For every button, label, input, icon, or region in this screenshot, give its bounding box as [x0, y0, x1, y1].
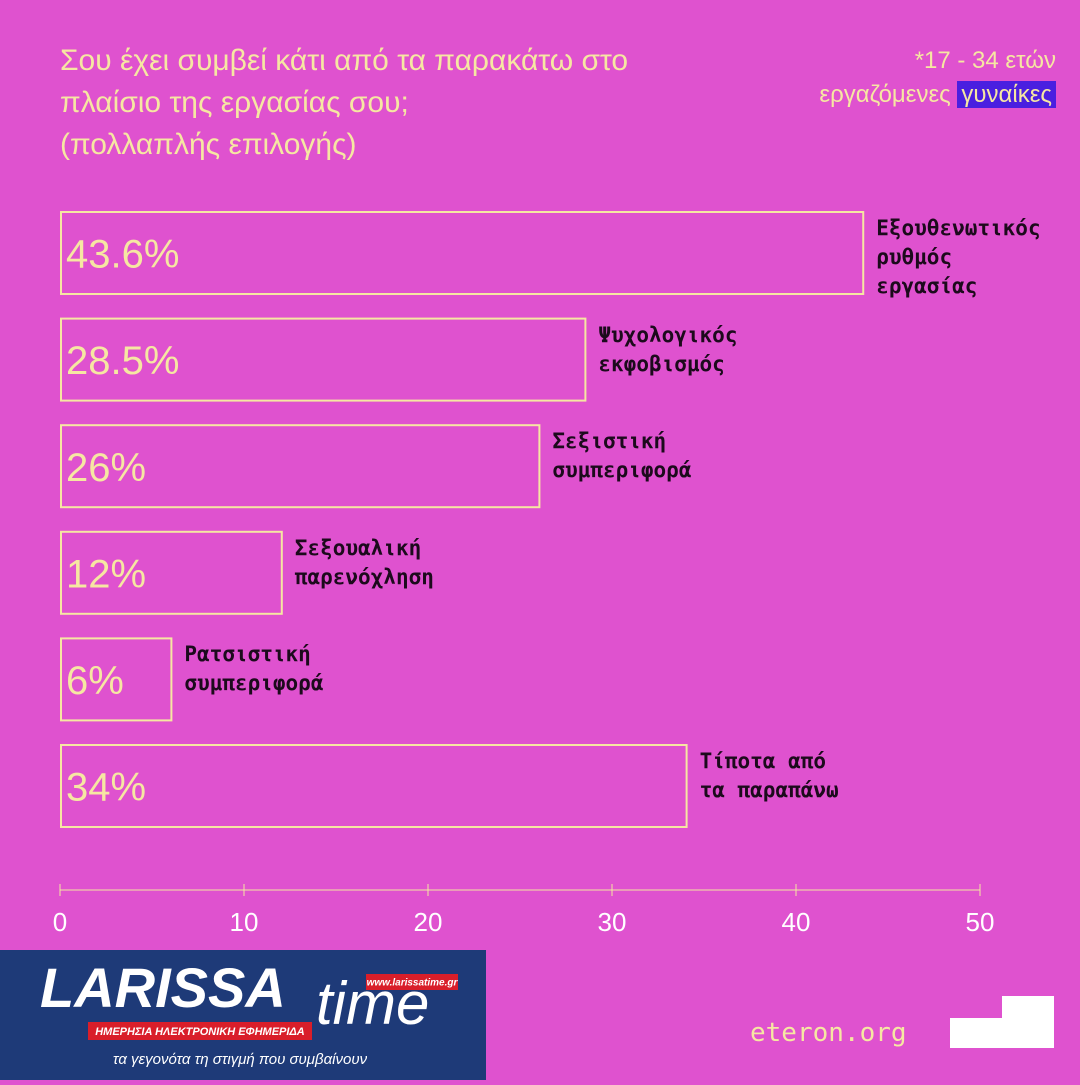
x-tick-label: 20	[414, 907, 443, 937]
note: *17 - 34 ετών εργαζόμενες γυναίκες	[819, 44, 1056, 112]
source: eteron.org	[750, 1018, 907, 1048]
bar	[60, 424, 541, 509]
value-label: 34%	[66, 766, 146, 810]
logo-url-bg	[366, 974, 458, 990]
category-label: Τίποτα από τα παραπάνω	[699, 749, 839, 802]
logo-art: LARISSA time www.larissatime.gr ΗΜΕΡΗΣΙΑ…	[8, 956, 478, 1072]
note-highlight: γυναίκες	[957, 81, 1056, 108]
category-label: Ρατσιστική συμπεριφορά	[184, 642, 324, 696]
logo-url: www.larissatime.gr	[367, 978, 459, 989]
category-label: Ψυχολογικός εκφοβισμός	[598, 322, 738, 376]
x-tick-label: 30	[598, 907, 627, 937]
value-label: 12%	[66, 552, 146, 596]
logo-name-a: LARISSA	[40, 956, 286, 1019]
x-tick-label: 50	[966, 907, 995, 937]
logo-tagline-bg	[88, 1022, 312, 1040]
bar	[60, 211, 865, 295]
value-label: 6%	[66, 659, 124, 703]
bar	[60, 744, 688, 828]
value-label: 26%	[66, 446, 146, 490]
logo: LARISSA time www.larissatime.gr ΗΜΕΡΗΣΙΑ…	[0, 950, 486, 1080]
logo-tagline: ΗΜΕΡΗΣΙΑ ΗΛΕΚΤΡΟΝΙΚΗ ΕΦΗΜΕΡΙΔΑ	[95, 1026, 305, 1038]
bar	[60, 637, 173, 722]
eteron-logo	[950, 996, 1054, 1048]
bar	[60, 317, 587, 402]
category-label: Σεξουαλική παρενόχληση	[294, 535, 434, 589]
x-tick-label: 0	[53, 907, 67, 937]
chart-subtitle: (πολλαπλής επιλογής)	[60, 128, 357, 161]
logo-slogan: τα γεγονότα τη στιγμή που συμβαίνουν	[113, 1051, 368, 1068]
note-age: *17 - 34 ετών	[914, 47, 1056, 74]
bar	[60, 530, 283, 615]
value-label: 28.5%	[66, 339, 179, 383]
chart-title: Σου έχει συμβεί κάτι από τα παρακάτω στο…	[60, 44, 629, 119]
eteron-shape	[950, 996, 1054, 1048]
note-group: εργαζόμενες	[819, 81, 951, 108]
x-tick-label: 10	[230, 907, 259, 937]
category-label: Σεξιστική συμπεριφορά	[552, 429, 692, 483]
x-tick-label: 40	[782, 907, 811, 937]
note-group-line: εργαζόμενες γυναίκες	[819, 78, 1056, 112]
category-label: Εξουθενωτικός ρυθμός εργασίας	[876, 216, 1041, 298]
value-label: 43.6%	[66, 233, 179, 277]
